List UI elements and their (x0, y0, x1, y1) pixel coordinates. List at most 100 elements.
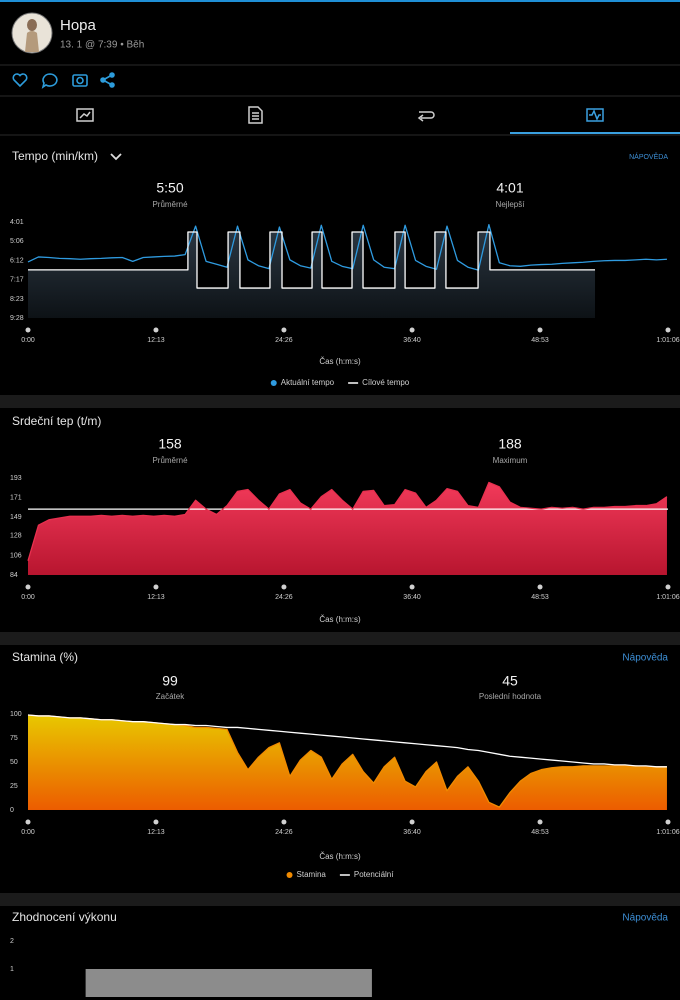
line (27, 714, 667, 768)
bar (85, 969, 372, 997)
stat-value: 158 (158, 436, 182, 452)
x-tick-label: 0:00 (21, 337, 35, 344)
x-tick-mark (25, 327, 31, 333)
legend-label: Aktuální tempo (281, 378, 335, 387)
y-tick-label: 8:23 (10, 296, 24, 303)
stats-tab[interactable] (248, 106, 263, 124)
stat-value: 99 (162, 673, 178, 689)
like-button[interactable] (12, 73, 28, 88)
x-tick-mark (153, 327, 159, 333)
x-tick-mark (153, 584, 159, 590)
x-tick-mark (537, 327, 543, 333)
stat-value: 5:50 (156, 180, 183, 196)
x-tick-mark (25, 584, 31, 590)
charts-tab[interactable] (586, 108, 604, 122)
y-tick-label: 171 (10, 494, 22, 501)
x-tick-label: 12:13 (147, 594, 165, 601)
y-tick-label: 9:28 (10, 315, 24, 322)
x-tick-label: 1:01:06 (656, 594, 679, 601)
x-tick-label: 48:53 (531, 337, 549, 344)
overview-tab[interactable] (76, 108, 94, 122)
chart-title: Zhodnocení výkonu (12, 910, 117, 924)
y-tick-label: 193 (10, 475, 22, 482)
legend: Stamina Potenciální (286, 870, 394, 879)
line (27, 223, 667, 271)
x-tick-label: 0:00 (21, 829, 35, 836)
chart-title: Srdeční tep (t/m) (12, 414, 101, 428)
section-gap (0, 893, 680, 906)
x-tick-mark (281, 584, 287, 590)
area (28, 231, 596, 318)
stat-label: Průměrné (152, 200, 188, 209)
y-tick-label: 0 (10, 807, 14, 814)
x-tick-label: 24:26 (275, 337, 293, 344)
stat-label: Poslední hodnota (479, 692, 542, 701)
help-link[interactable]: Nápověda (622, 653, 668, 664)
y-tick-label: 50 (10, 759, 18, 766)
legend-label: Stamina (297, 870, 327, 879)
x-tick-mark (665, 584, 671, 590)
y-tick-label: 6:12 (10, 257, 24, 264)
x-tick-label: 0:00 (21, 594, 35, 601)
stat-value: 4:01 (496, 180, 523, 196)
x-tick-mark (665, 819, 671, 825)
x-tick-label: 36:40 (403, 594, 421, 601)
stat-label: Průměrné (152, 456, 188, 465)
y-tick-label: 5:06 (10, 238, 24, 245)
chart-title: Tempo (min/km) (12, 149, 98, 163)
x-tick-mark (281, 819, 287, 825)
x-tick-mark (665, 327, 671, 333)
y-tick-label: 2 (10, 938, 14, 945)
x-tick-label: 12:13 (147, 337, 165, 344)
y-tick-label: 4:01 (10, 219, 24, 226)
y-tick-label: 84 (10, 572, 18, 579)
x-tick-mark (409, 584, 415, 590)
x-tick-label: 12:13 (147, 829, 165, 836)
line (28, 231, 596, 289)
activity-meta: 13. 1 @ 7:39 • Běh (60, 40, 144, 51)
x-tick-mark (409, 819, 415, 825)
active-tab-indicator (510, 132, 680, 134)
dropdown-chevron[interactable] (110, 153, 122, 161)
user-name: Hopa (60, 17, 97, 34)
legend: Aktuální tempo Cílové tempo (270, 378, 410, 387)
help-link[interactable]: NÁPOVĚDA (629, 152, 668, 161)
x-tick-label: 36:40 (403, 337, 421, 344)
stat-value: 188 (498, 436, 522, 452)
legend-label: Potenciální (354, 870, 394, 879)
x-tick-mark (409, 327, 415, 333)
legend-label: Cílové tempo (362, 378, 410, 387)
y-tick-label: 7:17 (10, 276, 24, 283)
y-tick-label: 128 (10, 533, 22, 540)
stat-label: Začátek (156, 692, 185, 701)
stat-label: Nejlepší (496, 200, 526, 209)
x-tick-label: 1:01:06 (656, 337, 679, 344)
line (27, 481, 668, 561)
x-tick-label: 36:40 (403, 829, 421, 836)
legend-swatch (286, 872, 293, 878)
area (28, 482, 667, 575)
x-tick-label: 48:53 (531, 594, 549, 601)
stat-label: Maximum (493, 456, 528, 465)
photo-button[interactable] (72, 74, 88, 87)
x-tick-mark (537, 584, 543, 590)
x-axis-label: Čas (h:m:s) (319, 615, 361, 624)
top-accent (0, 0, 680, 2)
laps-tab[interactable] (417, 111, 435, 122)
y-tick-label: 25 (10, 783, 18, 790)
area (28, 714, 667, 810)
avatar[interactable] (11, 12, 53, 54)
chart-title: Stamina (%) (12, 650, 78, 664)
comment-button[interactable] (41, 73, 58, 89)
x-axis-label: Čas (h:m:s) (319, 357, 361, 366)
x-axis-label: Čas (h:m:s) (319, 852, 361, 861)
y-tick-label: 75 (10, 735, 18, 742)
help-link[interactable]: Nápověda (622, 913, 668, 924)
y-tick-label: 100 (10, 711, 22, 718)
x-tick-mark (25, 819, 31, 825)
y-tick-label: 106 (10, 552, 22, 559)
x-tick-label: 48:53 (531, 829, 549, 836)
share-button[interactable] (100, 72, 115, 88)
